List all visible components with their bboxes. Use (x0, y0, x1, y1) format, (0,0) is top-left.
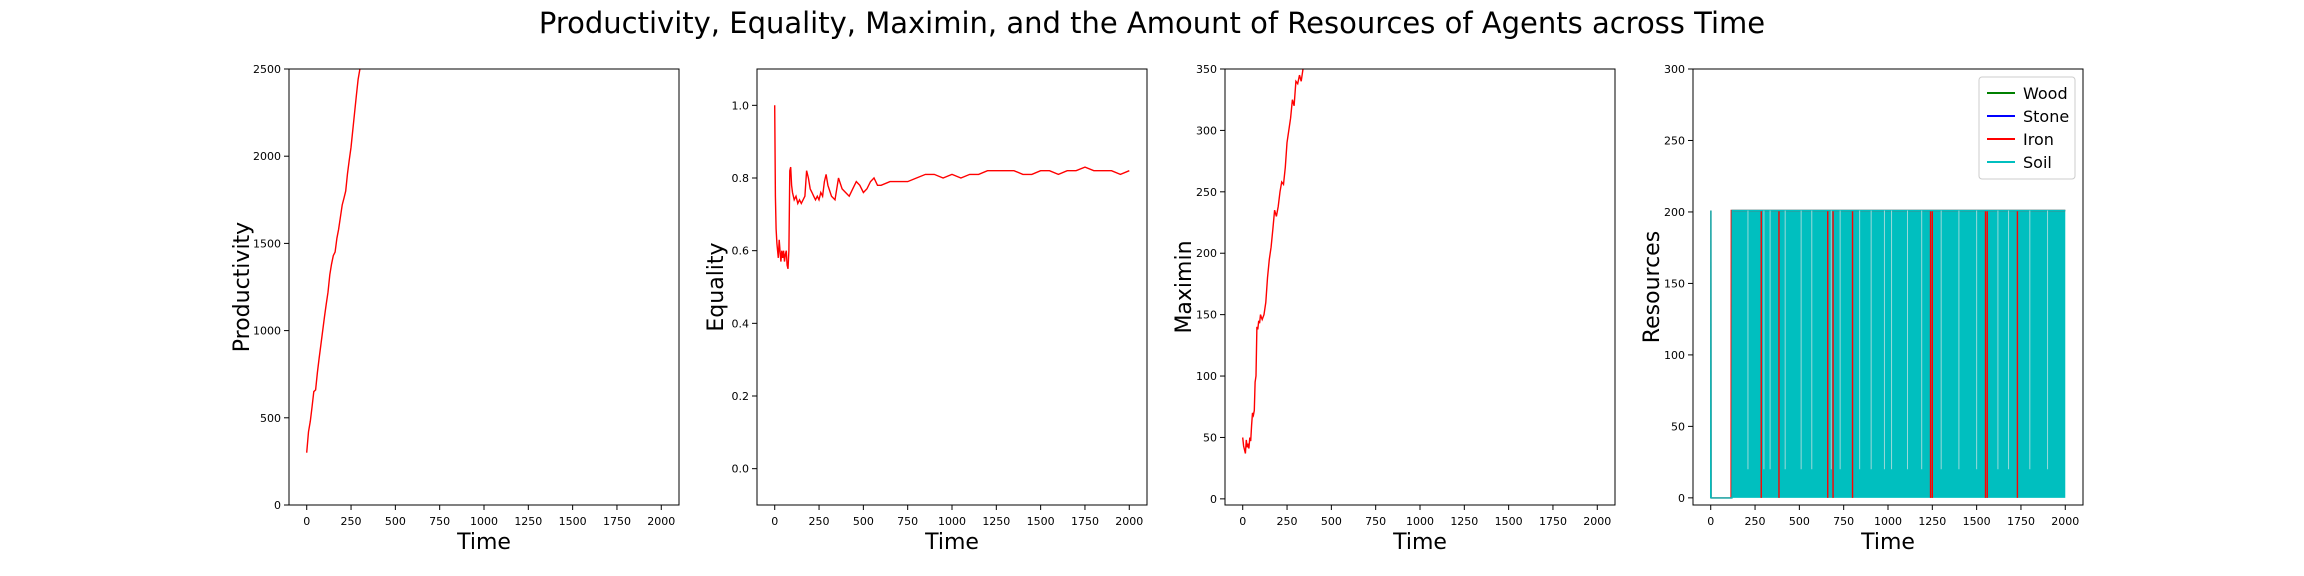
x-tick-label: 0 (771, 515, 778, 528)
y-axis-label: Resources (1640, 231, 1665, 343)
x-tick-label: 2000 (2051, 515, 2079, 528)
legend-label: Stone (2023, 107, 2069, 126)
y-tick-label: 200 (1664, 206, 1685, 219)
x-tick-label: 250 (809, 515, 830, 528)
x-tick-label: 1500 (1495, 515, 1523, 528)
x-tick-label: 750 (429, 515, 450, 528)
soil-fill-band (1732, 210, 2066, 498)
x-axis-label: Time (1392, 530, 1447, 555)
x-axis-label: Time (1860, 530, 1915, 555)
x-tick-label: 0 (1239, 515, 1246, 528)
series-0-line (774, 105, 1130, 269)
y-tick-label: 0.8 (732, 172, 750, 185)
plot-area (1242, 69, 1304, 454)
x-tick-label: 1750 (1071, 515, 1099, 528)
x-tick-label: 1000 (938, 515, 966, 528)
y-tick-label: 300 (1196, 124, 1217, 137)
x-tick-label: 500 (1321, 515, 1342, 528)
y-axis-label: Equality (704, 242, 729, 331)
x-tick-label: 0 (1707, 515, 1714, 528)
figure-title: Productivity, Equality, Maximin, and the… (538, 6, 1766, 40)
y-tick-label: 2000 (253, 150, 281, 163)
x-tick-label: 1750 (603, 515, 631, 528)
y-tick-label: 1000 (253, 325, 281, 338)
equality-panel: 0 250 500 750 1000 1250 1500 1750 2000 0.0 0.2 0.4 0… (704, 68, 1148, 555)
y-tick-label: 50 (1671, 420, 1685, 433)
y-tick-label: 0.0 (732, 463, 750, 476)
x-tick-label: 1500 (1963, 515, 1991, 528)
legend-label: Soil (2023, 153, 2052, 172)
x-axis-label: Time (924, 530, 979, 555)
x-tick-label: 1000 (1406, 515, 1434, 528)
x-tick-label: 500 (853, 515, 874, 528)
series-0-line (306, 69, 361, 453)
resources-panel: 0 250 500 750 1000 1250 1500 1750 2000 0 50 100 150 2… (1640, 63, 2084, 555)
x-tick-label: 0 (303, 515, 310, 528)
x-tick-label: 1750 (2007, 515, 2035, 528)
y-tick-label: 0 (274, 499, 281, 512)
y-tick-label: 150 (1664, 277, 1685, 290)
axes-frame (756, 68, 1148, 506)
x-tick-label: 750 (897, 515, 918, 528)
x-tick-label: 500 (1789, 515, 1810, 528)
x-tick-label: 1000 (1874, 515, 1902, 528)
x-tick-label: 2000 (647, 515, 675, 528)
y-tick-label: 200 (1196, 247, 1217, 260)
y-tick-label: 1500 (253, 237, 281, 250)
x-tick-label: 1500 (1027, 515, 1055, 528)
soil-line (1709, 209, 2066, 499)
maximin-panel: 0 250 500 750 1000 1250 1500 1750 2000 0 50 100 150 2… (1172, 63, 1616, 555)
y-tick-label: 150 (1196, 309, 1217, 322)
y-tick-label: 100 (1664, 349, 1685, 362)
x-tick-label: 1250 (1918, 515, 1946, 528)
y-tick-label: 0.6 (732, 245, 750, 258)
x-tick-label: 1250 (982, 515, 1010, 528)
y-tick-label: 500 (260, 412, 281, 425)
x-tick-label: 500 (385, 515, 406, 528)
y-tick-label: 250 (1196, 186, 1217, 199)
legend: Wood Stone Iron Soil (1978, 76, 2076, 180)
y-axis-label: Maximin (1172, 240, 1197, 333)
plot-area (306, 69, 361, 453)
y-tick-label: 1.0 (732, 99, 750, 112)
y-axis-label: Productivity (230, 222, 255, 352)
x-tick-label: 750 (1365, 515, 1386, 528)
y-tick-label: 350 (1196, 63, 1217, 76)
legend-label: Iron (2023, 130, 2054, 149)
x-tick-label: 250 (1745, 515, 1766, 528)
x-tick-label: 2000 (1583, 515, 1611, 528)
y-tick-label: 250 (1664, 134, 1685, 147)
x-tick-label: 2000 (1115, 515, 1143, 528)
series-0-line (1242, 69, 1304, 454)
x-tick-label: 1250 (1450, 515, 1478, 528)
y-tick-label: 300 (1664, 63, 1685, 76)
x-tick-label: 1000 (470, 515, 498, 528)
y-tick-label: 2500 (253, 63, 281, 76)
productivity-panel: 0 250 500 750 1000 1250 1500 1750 2000 0 500 1000 15… (230, 63, 680, 555)
y-tick-label: 50 (1203, 431, 1217, 444)
axes-frame (1224, 68, 1616, 506)
y-tick-label: 100 (1196, 370, 1217, 383)
axes-frame (288, 68, 680, 506)
y-tick-label: 0.4 (732, 317, 750, 330)
x-axis-label: Time (456, 530, 511, 555)
x-tick-label: 1750 (1539, 515, 1567, 528)
x-tick-label: 1500 (559, 515, 587, 528)
y-tick-label: 0 (1678, 492, 1685, 505)
y-tick-label: 0.2 (732, 390, 750, 403)
x-tick-label: 250 (341, 515, 362, 528)
plot-area (1709, 209, 2066, 499)
plot-area (774, 105, 1130, 269)
x-tick-label: 1250 (514, 515, 542, 528)
legend-label: Wood (2023, 84, 2068, 103)
y-tick-label: 0 (1210, 493, 1217, 506)
x-tick-label: 250 (1277, 515, 1298, 528)
x-tick-label: 750 (1833, 515, 1854, 528)
